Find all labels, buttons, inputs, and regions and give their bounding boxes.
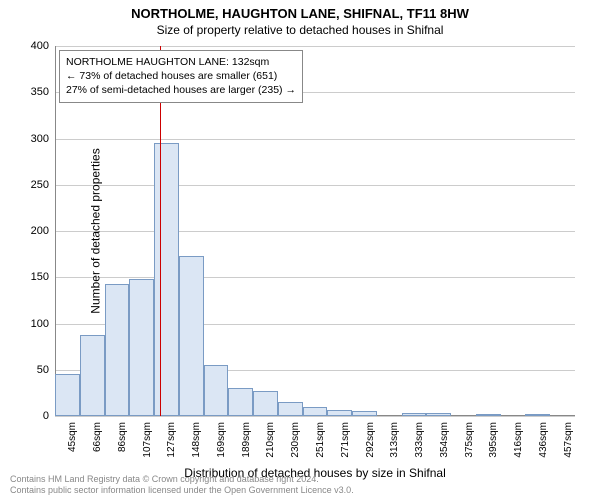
histogram-bar <box>253 391 278 416</box>
grid-line <box>55 416 575 417</box>
histogram-bar <box>278 402 303 416</box>
x-tick-label: 86sqm <box>117 422 128 462</box>
histogram-bar <box>204 365 229 416</box>
chart-title: NORTHOLME, HAUGHTON LANE, SHIFNAL, TF11 … <box>0 0 600 21</box>
grid-line <box>55 277 575 278</box>
annotation-line: ← 73% of detached houses are smaller (65… <box>66 69 296 83</box>
annotation-line: 27% of semi-detached houses are larger (… <box>66 83 296 97</box>
x-tick-label: 45sqm <box>67 422 78 462</box>
x-tick-label: 333sqm <box>414 422 425 462</box>
histogram-bar <box>105 284 130 416</box>
x-tick-label: 395sqm <box>488 422 499 462</box>
x-tick-label: 66sqm <box>92 422 103 462</box>
histogram-bar <box>426 413 451 416</box>
x-tick-label: 251sqm <box>315 422 326 462</box>
histogram-bar <box>525 414 550 416</box>
y-tick-label: 50 <box>19 364 49 376</box>
histogram-bar <box>55 374 80 416</box>
histogram-bar <box>80 335 105 416</box>
annotation-line: NORTHOLME HAUGHTON LANE: 132sqm <box>66 55 296 69</box>
x-tick-label: 148sqm <box>191 422 202 462</box>
x-tick-label: 230sqm <box>290 422 301 462</box>
histogram-bar <box>476 414 501 416</box>
histogram-bar <box>129 279 154 416</box>
footer-line: Contains public sector information licen… <box>10 485 354 496</box>
grid-line <box>55 185 575 186</box>
grid-line <box>55 231 575 232</box>
histogram-bar <box>402 413 427 416</box>
grid-line <box>55 46 575 47</box>
footer-line: Contains HM Land Registry data © Crown c… <box>10 474 354 485</box>
y-tick-label: 200 <box>19 225 49 237</box>
chart-area: 05010015020025030035040045sqm66sqm86sqm1… <box>55 46 575 416</box>
y-tick-label: 250 <box>19 179 49 191</box>
x-tick-label: 127sqm <box>166 422 177 462</box>
y-tick-label: 400 <box>19 40 49 52</box>
y-axis <box>55 46 56 416</box>
x-tick-label: 169sqm <box>216 422 227 462</box>
x-tick-label: 292sqm <box>365 422 376 462</box>
y-tick-label: 350 <box>19 86 49 98</box>
y-tick-label: 300 <box>19 133 49 145</box>
x-tick-label: 354sqm <box>439 422 450 462</box>
x-tick-label: 375sqm <box>464 422 475 462</box>
y-tick-label: 0 <box>19 410 49 422</box>
histogram-bar <box>179 256 204 416</box>
x-tick-label: 210sqm <box>265 422 276 462</box>
histogram-bar <box>228 388 253 416</box>
y-tick-label: 150 <box>19 271 49 283</box>
x-tick-label: 271sqm <box>340 422 351 462</box>
histogram-bar <box>154 143 179 416</box>
y-axis-label: Number of detached properties <box>89 148 103 313</box>
x-tick-label: 107sqm <box>142 422 153 462</box>
annotation-box: NORTHOLME HAUGHTON LANE: 132sqm← 73% of … <box>59 50 303 103</box>
chart-subtitle: Size of property relative to detached ho… <box>0 23 600 37</box>
footer-attribution: Contains HM Land Registry data © Crown c… <box>10 474 354 497</box>
histogram-bar <box>327 410 352 416</box>
histogram-bar <box>303 407 328 416</box>
x-tick-label: 189sqm <box>241 422 252 462</box>
x-tick-label: 416sqm <box>513 422 524 462</box>
x-tick-label: 457sqm <box>563 422 574 462</box>
x-tick-label: 313sqm <box>389 422 400 462</box>
y-tick-label: 100 <box>19 318 49 330</box>
x-tick-label: 436sqm <box>538 422 549 462</box>
plot-region: 05010015020025030035040045sqm66sqm86sqm1… <box>55 46 575 416</box>
grid-line <box>55 139 575 140</box>
histogram-bar <box>352 411 377 416</box>
